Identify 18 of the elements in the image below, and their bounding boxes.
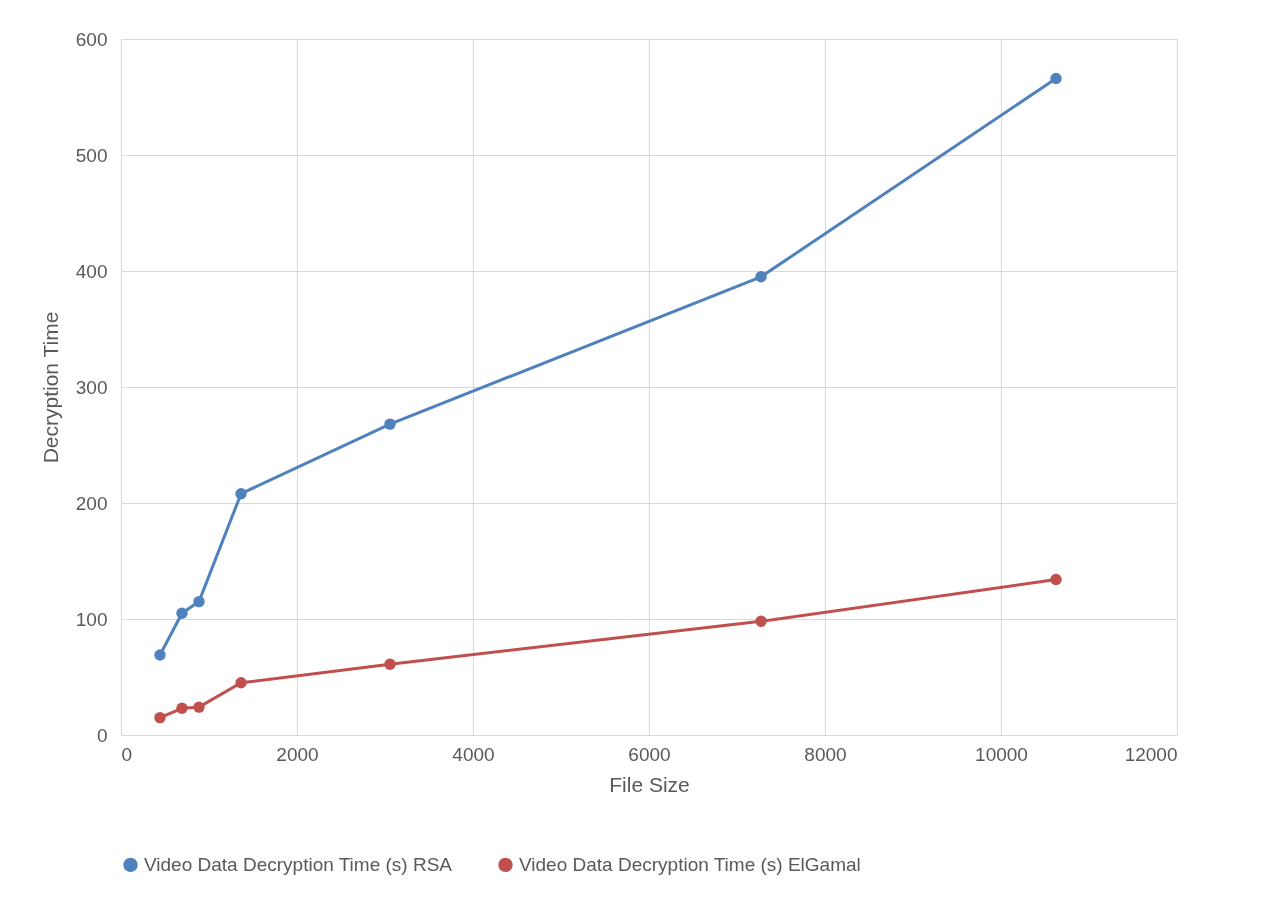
y-tick-label: 500 bbox=[75, 144, 108, 166]
x-tick-label: 12000 bbox=[1124, 743, 1178, 765]
x-tick-label: 4000 bbox=[452, 743, 495, 765]
y-tick-label: 400 bbox=[75, 260, 108, 282]
y-tick-label: 100 bbox=[75, 608, 108, 630]
y-tick-label: 300 bbox=[75, 376, 108, 398]
x-axis-title: File Size bbox=[609, 772, 690, 796]
legend-label: Video Data Decryption Time (s) ElGamal bbox=[519, 853, 861, 875]
x-tick-label: 8000 bbox=[804, 743, 847, 765]
y-axis-title: Decryption Time bbox=[38, 311, 62, 464]
y-tick-label: 0 bbox=[96, 724, 108, 746]
x-tick-label: 10000 bbox=[975, 743, 1028, 765]
x-tick-label: 6000 bbox=[628, 743, 671, 765]
legend-label: Video Data Decryption Time (s) RSA bbox=[144, 853, 453, 875]
y-tick-label: 600 bbox=[75, 28, 108, 50]
x-tick-label: 2000 bbox=[276, 743, 319, 765]
x-tick-label: 0 bbox=[121, 743, 133, 765]
y-tick-label: 200 bbox=[75, 492, 108, 514]
